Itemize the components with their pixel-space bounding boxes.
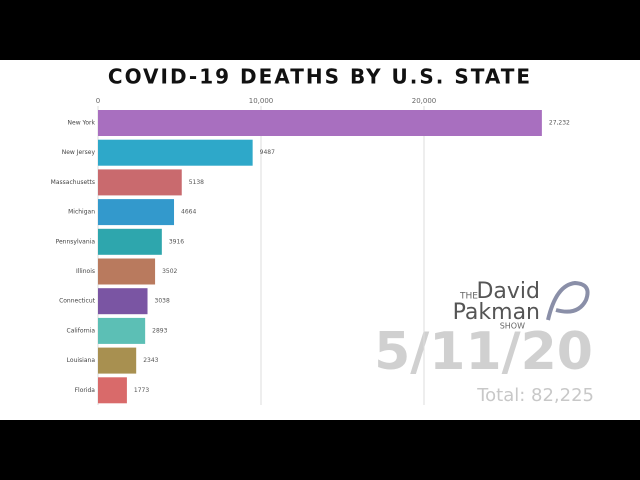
value-label: 1773 xyxy=(134,387,149,394)
bar xyxy=(98,258,156,285)
value-label: 3916 xyxy=(169,238,184,245)
x-tick-label: 10,000 xyxy=(249,97,274,105)
category-label: Pennsylvania xyxy=(56,238,96,245)
category-label: California xyxy=(67,327,96,334)
chart-title: COVID-19 DEATHS BY U.S. STATE xyxy=(108,65,532,89)
value-label: 3502 xyxy=(162,268,177,275)
logo-name: Pakman xyxy=(453,300,540,325)
date: 5/11/20 xyxy=(374,322,593,382)
value-label: 3038 xyxy=(155,298,170,305)
bar xyxy=(98,139,253,166)
logo-name: David xyxy=(476,279,540,304)
value-label: 27,232 xyxy=(549,120,570,127)
bar xyxy=(98,347,137,374)
category-label: New York xyxy=(68,120,96,127)
category-label: Florida xyxy=(75,387,96,394)
bar xyxy=(98,288,148,315)
bar xyxy=(98,110,542,136)
total: Total: 82,225 xyxy=(476,385,594,406)
category-label: Massachusetts xyxy=(51,179,95,186)
x-tick-label: 0 xyxy=(96,97,100,105)
bar xyxy=(98,228,162,255)
value-label: 4664 xyxy=(181,209,196,216)
bar xyxy=(98,317,146,344)
value-label: 5138 xyxy=(189,179,204,186)
x-tick-label: 20,000 xyxy=(412,97,437,105)
bar xyxy=(98,199,175,226)
logo-show: SHOW xyxy=(500,322,525,331)
value-label: 9487 xyxy=(260,149,275,156)
bar xyxy=(98,169,182,196)
logo: THE David Pakman SHOW xyxy=(453,279,590,331)
logo-the: THE xyxy=(459,292,478,302)
category-label: Michigan xyxy=(68,209,95,216)
category-label: Illinois xyxy=(76,268,95,275)
bar xyxy=(98,377,127,404)
category-label: Louisiana xyxy=(67,357,96,364)
value-label: 2343 xyxy=(143,357,158,364)
logo-icon xyxy=(546,280,590,321)
value-label: 2893 xyxy=(152,327,167,334)
category-label: Connecticut xyxy=(59,298,96,305)
category-label: New Jersey xyxy=(62,149,96,156)
